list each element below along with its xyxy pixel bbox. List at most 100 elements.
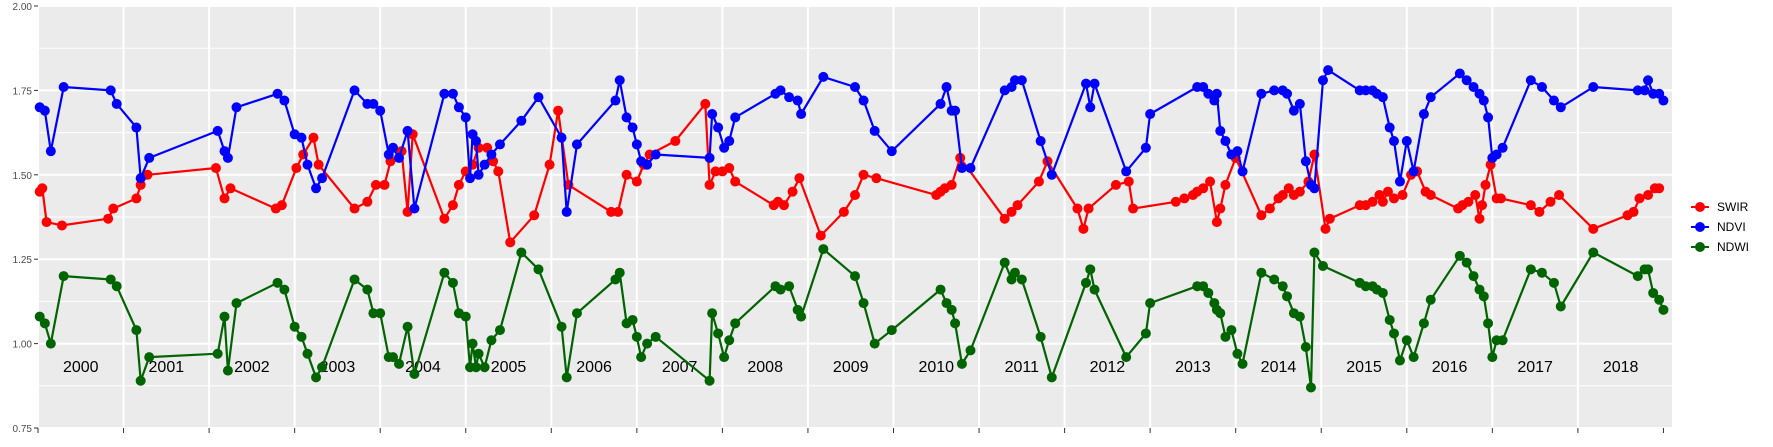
data-point-ndwi — [941, 298, 952, 309]
data-point-ndvi — [1294, 98, 1305, 109]
data-point-ndwi — [818, 244, 829, 255]
data-point-swir — [1283, 183, 1294, 194]
data-point-ndvi — [1658, 95, 1669, 106]
data-point-ndvi — [614, 75, 625, 86]
data-point-ndwi — [1648, 287, 1659, 298]
data-point-ndwi — [1035, 331, 1046, 342]
data-point-ndwi — [1525, 264, 1536, 275]
data-point-ndvi — [704, 152, 715, 163]
data-point-swir — [1495, 193, 1506, 204]
data-point-swir — [1545, 196, 1556, 207]
y-axis: 0.75 1.00 1.25 1.50 1.75 2.00 — [13, 2, 38, 435]
y-tick-label: 1.75 — [13, 86, 33, 97]
data-point-ndwi — [1009, 267, 1020, 278]
data-point-swir — [505, 237, 516, 248]
data-point-ndvi — [111, 98, 122, 109]
data-point-ndvi — [1425, 92, 1436, 103]
data-point-ndwi — [1548, 277, 1559, 288]
data-point-ndvi — [1085, 102, 1096, 113]
data-point-ndwi — [724, 335, 735, 346]
data-point-swir — [1170, 196, 1181, 207]
data-point-ndwi — [614, 267, 625, 278]
series-line-ndvi — [39, 69, 1665, 213]
data-point-ndvi — [317, 173, 328, 184]
data-point-ndwi — [439, 267, 450, 278]
data-point-ndvi — [1288, 105, 1299, 116]
data-point-ndvi — [941, 82, 952, 93]
data-point-ndwi — [486, 335, 497, 346]
data-point-swir — [1628, 206, 1639, 217]
data-point-ndwi — [1121, 352, 1132, 363]
data-point-ndwi — [1140, 328, 1151, 339]
year-label: 2003 — [320, 359, 356, 376]
data-point-ndvi — [1121, 166, 1132, 177]
data-point-swir — [850, 190, 860, 201]
data-point-ndvi — [533, 92, 544, 103]
data-point-swir — [1205, 176, 1216, 187]
data-point-ndvi — [279, 95, 290, 106]
year-label: 2016 — [1432, 359, 1468, 376]
data-point-ndwi — [956, 358, 967, 369]
data-point-ndwi — [1237, 358, 1248, 369]
data-point-swir — [1377, 196, 1388, 207]
data-point-ndwi — [1425, 294, 1436, 305]
data-point-ndwi — [965, 345, 976, 356]
data-point-ndwi — [473, 348, 484, 359]
data-point-ndwi — [1408, 352, 1419, 363]
data-point-ndvi — [1215, 125, 1226, 136]
data-point-swir — [778, 200, 789, 211]
data-point-ndvi — [1491, 149, 1502, 160]
year-label: 2010 — [918, 359, 954, 376]
data-point-swir — [1588, 223, 1599, 234]
data-point-ndvi — [1454, 68, 1465, 79]
data-point-ndvi — [1408, 166, 1419, 177]
data-point-swir — [210, 163, 221, 174]
data-point-swir — [453, 179, 464, 190]
data-point-ndwi — [650, 331, 661, 342]
data-point-swir — [1397, 190, 1408, 201]
data-point-ndvi — [375, 105, 386, 116]
data-point-swir — [1425, 190, 1436, 201]
data-point-swir — [544, 159, 555, 170]
data-point-ndvi — [388, 142, 399, 153]
data-point-swir — [370, 179, 381, 190]
data-point-ndvi — [1211, 88, 1222, 99]
data-point-ndvi — [571, 139, 582, 150]
data-point-ndwi — [231, 298, 242, 309]
data-point-ndvi — [1483, 112, 1494, 123]
data-point-swir — [621, 169, 632, 180]
data-point-ndvi — [1269, 85, 1280, 96]
data-point-ndvi — [1388, 136, 1399, 147]
data-point-ndvi — [886, 146, 897, 157]
data-point-ndwi — [1085, 264, 1096, 275]
data-point-ndwi — [571, 308, 582, 319]
year-label: 2017 — [1517, 359, 1553, 376]
data-point-swir — [730, 176, 741, 187]
data-point-ndvi — [460, 112, 471, 123]
y-tick-label: 1.50 — [13, 171, 33, 182]
data-point-ndwi — [556, 321, 567, 332]
data-point-swir — [493, 166, 504, 177]
year-label: 2012 — [1090, 359, 1126, 376]
data-point-ndwi — [1454, 250, 1465, 261]
data-point-ndwi — [388, 352, 399, 363]
data-point-ndvi — [796, 109, 807, 120]
data-point-ndvi — [561, 206, 572, 217]
data-point-ndvi — [302, 159, 313, 170]
data-point-ndwi — [349, 274, 360, 285]
data-point-swir — [225, 183, 236, 194]
data-point-swir — [349, 203, 360, 214]
data-point-ndwi — [1305, 382, 1316, 393]
data-point-swir — [1033, 176, 1044, 187]
data-point-ndvi — [516, 115, 527, 126]
data-point-ndwi — [1294, 311, 1305, 322]
data-point-ndwi — [460, 311, 471, 322]
data-point-ndwi — [1317, 260, 1328, 271]
data-point-swir — [1083, 203, 1094, 214]
data-point-swir — [700, 98, 711, 109]
data-point-swir — [1324, 213, 1335, 224]
data-point-ndwi — [1401, 335, 1412, 346]
data-point-ndwi — [368, 308, 379, 319]
x-axis — [37, 428, 1664, 433]
data-point-ndvi — [1035, 136, 1046, 147]
